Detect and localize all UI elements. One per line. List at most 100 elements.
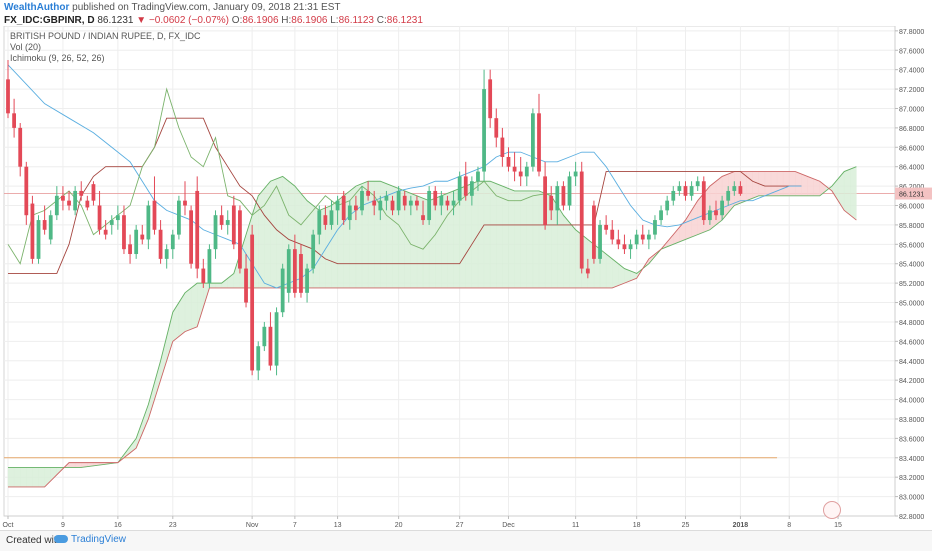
price-chart[interactable]: 82.8000 83.0000 83.2000 83.4000 83.6000 83.80… [0, 26, 932, 530]
candle-body [262, 326, 267, 347]
price-tick-label: 85.8000 [899, 223, 924, 230]
time-tick-label: 15 [834, 522, 842, 529]
candle-body [695, 181, 700, 187]
close-label: C: [376, 15, 387, 26]
cloud-segment [605, 253, 613, 289]
candle-body [549, 195, 554, 211]
candle-body [12, 113, 16, 128]
candle-body [24, 166, 29, 216]
candle-body [598, 224, 602, 259]
time-tick-label: Oct [3, 522, 14, 529]
candle-body [48, 215, 53, 240]
symbol-line: FX_IDC:GBPINR, D 86.1231 ▼ −0.0602 (−0.0… [4, 15, 423, 26]
cloud-segment [673, 226, 680, 245]
close-value: 86.1231 [386, 15, 423, 26]
time-axis[interactable]: Oct 9 16 23 Nov 7 13 20 27 Dec 11 18 25 2018 8 15 [3, 515, 895, 529]
candle-body [714, 210, 718, 216]
price-tick-label: 86.8000 [899, 126, 924, 133]
cloud-segment [496, 183, 503, 289]
candle-body [122, 215, 126, 250]
symbol-name[interactable]: FX_IDC:GBPINR, D [4, 15, 95, 26]
price-tick-label: 86.4000 [899, 165, 924, 172]
legend-title: BRITISH POUND / INDIAN RUPEE, D, FX_IDC [10, 31, 201, 41]
price-tick-label: 83.4000 [899, 456, 924, 463]
cloud-segment [459, 185, 467, 289]
chart-watermark-icon [823, 501, 841, 519]
time-tick-label: Dec [502, 522, 515, 529]
candle-body [677, 186, 682, 191]
candle-body [415, 200, 419, 206]
price-tick-label: 84.2000 [899, 378, 924, 385]
cloud-segment [68, 462, 76, 468]
candle-body [555, 186, 560, 211]
candle-body [238, 210, 242, 269]
candle-body [732, 186, 737, 191]
price-axis[interactable]: 82.8000 83.0000 83.2000 83.4000 83.6000 83.80… [894, 26, 932, 521]
cloud-segment [190, 282, 198, 330]
price-tick-label: 83.2000 [899, 475, 924, 482]
cloud-segment [807, 176, 814, 197]
candle-body [317, 210, 322, 235]
candle-body [329, 210, 334, 225]
price-tick-label: 83.8000 [899, 417, 924, 424]
price-tick-label: 85.2000 [899, 281, 924, 288]
candle-body [152, 200, 157, 230]
cloud-segment [178, 291, 186, 338]
price-tick-label: 86.6000 [899, 145, 924, 152]
time-tick-label: 27 [456, 522, 464, 529]
cloud-segment [795, 171, 802, 197]
candle-body [671, 190, 676, 201]
candle-body [323, 215, 328, 225]
candle-body [109, 220, 114, 225]
candle-body [195, 190, 200, 269]
price-change: ▼ −0.0602 (−0.07%) [136, 15, 230, 26]
candle-body [244, 268, 248, 303]
candle-body [189, 210, 193, 264]
time-tick-label: 23 [169, 522, 177, 529]
candle-body [140, 234, 145, 240]
cloud-segment [19, 467, 27, 488]
cloud-segment [557, 204, 564, 289]
candle-body [561, 186, 566, 206]
cloud-segment [489, 180, 497, 289]
publish-line: WealthAuthor published on TradingView.co… [4, 2, 340, 13]
cloud-segment [416, 195, 424, 289]
candle-body [689, 186, 694, 196]
base-line [8, 117, 802, 274]
cloud-segment [776, 171, 784, 197]
chart-header: WealthAuthor published on TradingView.co… [0, 0, 932, 30]
legend-volume[interactable]: Vol (20) [10, 42, 42, 52]
candle-body [305, 268, 309, 293]
candle-body [701, 181, 706, 221]
candle-body [354, 205, 358, 211]
candle-body [384, 195, 389, 201]
tradingview-logo[interactable]: TradingView [54, 534, 126, 545]
candle-body [372, 200, 377, 206]
cloud-segment [618, 263, 625, 286]
cloud-segment [514, 190, 521, 289]
cloud-segment [788, 171, 796, 197]
candle-body [610, 229, 615, 240]
time-tick-label: 16 [114, 522, 122, 529]
price-tick-label: 84.4000 [899, 359, 924, 366]
cloud-segment [74, 462, 82, 468]
author-link[interactable]: WealthAuthor [4, 2, 70, 13]
price-tick-label: 85.4000 [899, 262, 924, 269]
price-tick-label: 84.8000 [899, 320, 924, 327]
price-tick-label: 83.0000 [899, 495, 924, 502]
candle-body [604, 224, 609, 230]
time-tick-label: 11 [572, 522, 579, 529]
low-value: 86.1123 [338, 15, 374, 26]
cloud-segment [410, 193, 418, 289]
cloud-segment [209, 282, 216, 289]
cloud-segment [367, 180, 375, 289]
price-tick-label: 83.6000 [899, 436, 924, 443]
candle-body [573, 171, 578, 177]
price-axis-bg [895, 26, 932, 516]
chart-legend: BRITISH POUND / INDIAN RUPEE, D, FX_IDC … [10, 31, 201, 64]
candle-body [6, 79, 10, 114]
low-label: L: [330, 15, 339, 26]
legend-ichimoku[interactable]: Ichimoku (9, 26, 52, 26) [10, 53, 105, 63]
candle-body [61, 195, 65, 201]
candle-body [543, 176, 547, 225]
